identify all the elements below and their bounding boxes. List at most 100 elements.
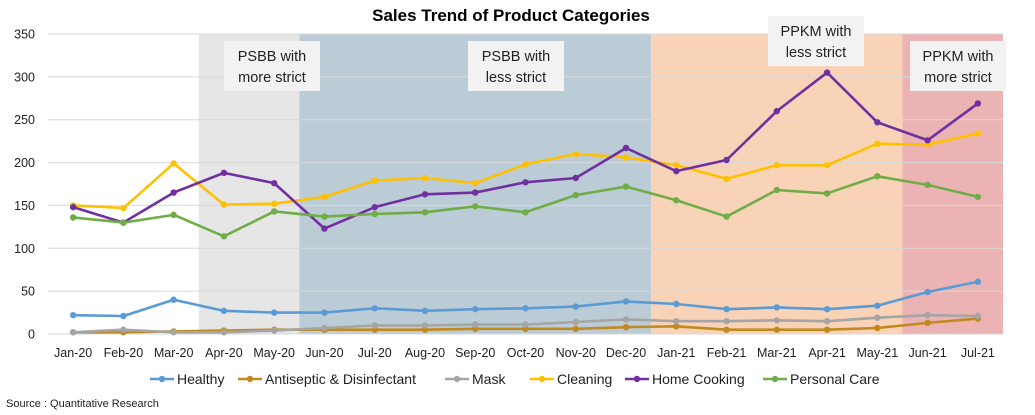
data-point bbox=[773, 161, 781, 169]
data-point bbox=[924, 288, 931, 296]
legend-marker bbox=[246, 375, 254, 383]
data-point bbox=[69, 214, 77, 221]
series-healthy bbox=[69, 278, 982, 320]
data-point bbox=[472, 305, 479, 313]
data-point bbox=[120, 326, 127, 333]
data-point bbox=[522, 209, 529, 216]
phase-label-4: PPKM with more strict bbox=[910, 41, 1006, 91]
data-point bbox=[974, 100, 982, 107]
y-tick-label: 250 bbox=[14, 113, 35, 127]
x-tick-label: Dec-20 bbox=[606, 346, 646, 360]
phase-label-3: PPKM with less strict bbox=[768, 16, 864, 66]
data-point bbox=[622, 298, 630, 305]
data-point bbox=[69, 311, 77, 319]
data-point bbox=[823, 326, 831, 333]
data-point bbox=[321, 225, 328, 232]
data-point bbox=[321, 309, 328, 316]
legend-item-personal-care: Personal Care bbox=[763, 371, 880, 387]
data-point bbox=[270, 208, 278, 215]
source-note: Source : Quantitative Research bbox=[6, 398, 159, 410]
legend-item-healthy: Healthy bbox=[150, 371, 224, 387]
x-axis-ticks: Jan-20 Feb-20 Mar-20 Apr-20 May-20 Jun-20 Jul-… bbox=[54, 346, 995, 360]
series-home-cooking bbox=[69, 69, 982, 232]
data-point bbox=[472, 321, 479, 328]
data-point bbox=[723, 156, 730, 164]
legend-item-antiseptic-disinfectant: Antiseptic & Disinfectant bbox=[238, 371, 416, 387]
data-point bbox=[673, 323, 680, 330]
data-point bbox=[270, 327, 278, 334]
data-point bbox=[522, 179, 529, 186]
data-point bbox=[170, 189, 177, 196]
data-point bbox=[270, 309, 278, 316]
data-point bbox=[421, 191, 429, 198]
data-point bbox=[371, 322, 378, 329]
x-tick-label: Mar-21 bbox=[757, 346, 797, 360]
data-point bbox=[874, 324, 881, 332]
legend-item-mask: Mask bbox=[445, 371, 506, 387]
x-tick-label: Jun-21 bbox=[908, 346, 946, 360]
data-point bbox=[924, 319, 931, 327]
legend-marker bbox=[633, 375, 641, 383]
data-point bbox=[723, 175, 730, 183]
data-point bbox=[622, 154, 630, 161]
x-tick-label: Jul-21 bbox=[961, 346, 995, 360]
x-tick-label: Apr-20 bbox=[205, 346, 243, 360]
data-point bbox=[220, 329, 228, 336]
legend-label: Antiseptic & Disinfectant bbox=[265, 371, 416, 387]
series-lines bbox=[69, 69, 982, 336]
data-point bbox=[522, 305, 529, 312]
x-tick-label: May-20 bbox=[253, 346, 295, 360]
series-mask bbox=[69, 311, 982, 336]
x-tick-label: Jul-20 bbox=[358, 346, 392, 360]
data-point bbox=[874, 314, 881, 321]
y-tick-label: 100 bbox=[14, 242, 35, 256]
data-point bbox=[773, 326, 781, 333]
data-point bbox=[823, 305, 831, 313]
legend-item-home-cooking: Home Cooking bbox=[625, 371, 745, 387]
data-point bbox=[421, 307, 429, 315]
phase-label-text: PPKM with less strict bbox=[781, 24, 852, 61]
x-tick-label: Feb-20 bbox=[104, 346, 144, 360]
data-point bbox=[622, 183, 630, 190]
x-tick-label: Jan-21 bbox=[657, 346, 695, 360]
phase-label-text: PSBB with less strict bbox=[482, 49, 551, 86]
phase-label-box bbox=[468, 41, 564, 91]
series-personal-care bbox=[69, 173, 982, 240]
data-point bbox=[270, 179, 278, 187]
data-point bbox=[874, 140, 881, 147]
data-point bbox=[673, 197, 680, 204]
data-point bbox=[371, 203, 378, 211]
data-point bbox=[572, 150, 579, 158]
x-tick-label: May-21 bbox=[856, 346, 898, 360]
legend-label: Cleaning bbox=[557, 371, 612, 387]
data-point bbox=[321, 193, 328, 201]
data-point bbox=[773, 304, 781, 311]
data-point bbox=[522, 321, 529, 328]
data-point bbox=[924, 311, 931, 319]
legend-item-cleaning: Cleaning bbox=[530, 371, 612, 387]
data-point bbox=[572, 303, 579, 310]
legend-label: Healthy bbox=[177, 371, 224, 387]
x-tick-label: Oct-20 bbox=[507, 346, 545, 360]
data-point bbox=[924, 137, 931, 144]
data-point bbox=[723, 317, 730, 325]
x-tick-label: Aug-20 bbox=[405, 346, 445, 360]
data-point bbox=[673, 161, 680, 169]
data-point bbox=[773, 317, 781, 324]
data-point bbox=[723, 213, 730, 220]
data-point bbox=[220, 201, 228, 208]
phase-label-box bbox=[768, 16, 864, 66]
y-tick-label: 50 bbox=[21, 285, 35, 299]
data-point bbox=[673, 300, 680, 308]
data-point bbox=[69, 203, 77, 211]
x-tick-label: Apr-21 bbox=[808, 346, 846, 360]
phase-band-3 bbox=[651, 34, 903, 334]
data-point bbox=[170, 329, 177, 336]
data-point bbox=[673, 167, 680, 175]
data-point bbox=[823, 69, 831, 76]
data-point bbox=[170, 211, 177, 219]
y-tick-label: 200 bbox=[14, 156, 35, 170]
data-point bbox=[170, 296, 177, 303]
phase-labels: PSBB with more strict PSBB with less strict… bbox=[224, 16, 1006, 91]
